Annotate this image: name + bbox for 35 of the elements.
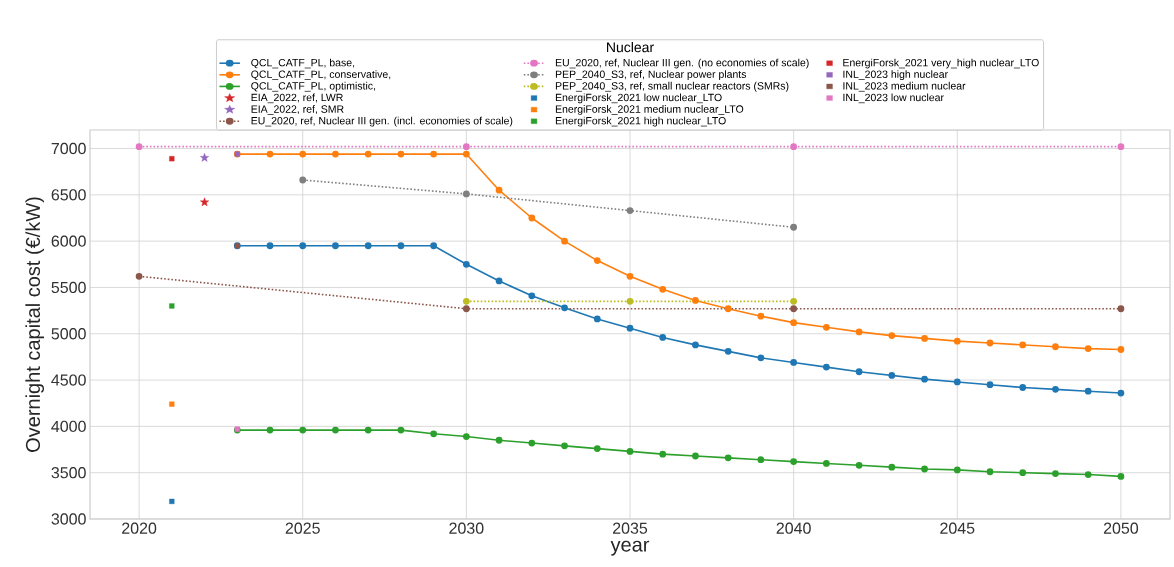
legend-label: PEP_2040_S3, ref, Nuclear power plants <box>555 70 747 81</box>
legend-label: EnergiForsk_2021 high nuclear_LTO <box>555 116 726 127</box>
y-tick-label: 5000 <box>51 328 86 340</box>
legend-label: QCL_CATF_PL, base, <box>251 58 355 69</box>
x-tick-label: 2050 <box>1103 522 1139 534</box>
y-tick-label: 3500 <box>51 467 86 479</box>
y-tick-label: 4500 <box>51 374 86 386</box>
legend-label: EIA_2022, ref, SMR <box>251 105 344 115</box>
legend-label: INL_2023 high nuclear <box>843 70 948 81</box>
y-tick-label: 6500 <box>51 189 86 201</box>
legend-label: INL_2023 low nuclear <box>843 93 944 104</box>
y-tick-label: 5500 <box>51 281 86 294</box>
legend-label: QCL_CATF_PL, optimistic, <box>251 81 376 92</box>
x-tick-label: 2020 <box>122 522 157 534</box>
legend-label: INL_2023 medium nuclear <box>843 81 966 92</box>
x-tick-label: 2025 <box>285 522 320 534</box>
y-tick-label: 3000 <box>51 513 86 525</box>
y-tick-label: 4000 <box>51 420 86 433</box>
legend-label: EnergiForsk_2021 medium nuclear_LTO <box>555 105 744 115</box>
x-axis-title: year <box>610 540 650 556</box>
y-tick-label: 6000 <box>51 235 86 247</box>
legend-title: Nuclear <box>607 41 654 53</box>
legend-label: EU_2020, ref, Nuclear III gen. (incl. economies of scale) <box>251 116 513 127</box>
legend-label: EIA_2022, ref, LWR <box>251 93 343 104</box>
y-axis-title: Overnight capital cost (€/kW) <box>25 197 45 452</box>
x-tick-label: 2035 <box>613 522 648 534</box>
x-tick-label: 2030 <box>449 522 484 534</box>
y-tick-label: 7000 <box>51 142 86 155</box>
legend-label: EnergiForsk_2021 very_high nuclear_LTO <box>843 58 1039 69</box>
legend-label: QCL_CATF_PL, conservative, <box>251 70 391 80</box>
legend-label: PEP_2040_S3, ref, small nuclear reactors (SMRs) <box>555 81 789 92</box>
x-tick-label: 2040 <box>776 522 811 534</box>
x-tick-label: 2045 <box>940 522 975 534</box>
legend-label: EnergiForsk_2021 low nuclear_LTO <box>555 93 722 104</box>
legend-label: EU_2020, ref, Nuclear III gen. (no economies of scale) <box>555 58 809 69</box>
